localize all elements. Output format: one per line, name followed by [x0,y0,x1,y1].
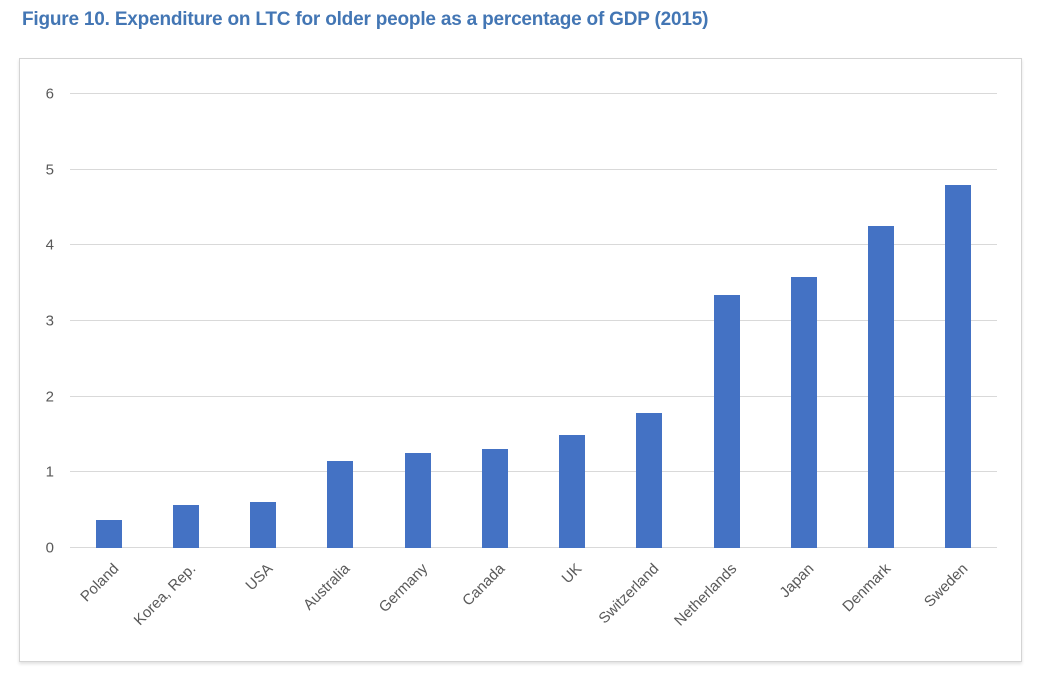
gridline-y4 [70,244,997,246]
bar-slot-germany [379,94,456,548]
y-tick-label-4: 4 [45,236,54,254]
bar-slot-uk [534,94,611,548]
bar-netherlands [713,294,740,548]
bar-switzerland [636,412,663,548]
bar-germany [404,453,431,548]
gridline-y6 [70,93,997,94]
bar-slot-korea-rep [147,94,224,548]
bar-slot-switzerland [611,94,688,548]
y-tick-label-1: 1 [45,463,54,481]
bar-series [70,94,997,548]
bar-slot-australia [302,94,379,548]
bar-denmark [868,226,895,548]
y-tick-label-3: 3 [45,312,54,330]
gridline-y5 [70,168,997,170]
gridline-y3 [70,320,997,321]
gridline-y1 [70,471,997,473]
bar-korea-rep [172,504,199,548]
bar-poland [95,520,122,548]
figure-title: Figure 10. Expenditure on LTC for older … [22,9,709,30]
bar-slot-canada [456,94,533,548]
bar-uk [559,434,586,548]
y-tick-label-5: 5 [45,161,54,179]
bar-slot-sweden [920,94,997,548]
y-tick-label-6: 6 [45,85,54,103]
y-tick-label-2: 2 [45,388,54,406]
gridline-y0 [70,547,997,548]
gridline-y2 [70,395,997,397]
bar-slot-denmark [843,94,920,548]
x-axis-category-labels: Poland Korea, Rep. USA Australia Germany Cana… [70,548,997,660]
bar-usa [250,501,277,548]
plot-area [70,93,997,548]
bar-japan [790,277,817,548]
bar-slot-poland [70,94,147,548]
bar-canada [481,448,508,548]
chart-panel: 0 1 2 3 4 5 6 Poland Korea, Rep. USA Australia Ger… [19,58,1022,662]
bar-slot-japan [765,94,842,548]
bar-sweden [945,184,972,548]
y-tick-label-0: 0 [45,539,54,557]
bar-australia [327,460,354,548]
bar-slot-netherlands [688,94,765,548]
bar-slot-usa [225,94,302,548]
y-axis-tick-labels: 0 1 2 3 4 5 6 [20,87,54,556]
